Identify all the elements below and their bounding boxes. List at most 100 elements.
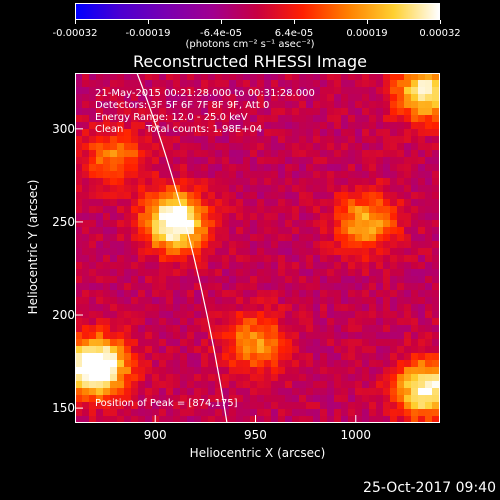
heatmap-cell xyxy=(320,213,327,220)
heatmap-cell xyxy=(355,206,362,213)
heatmap-cell xyxy=(292,276,299,283)
heatmap-cell xyxy=(110,234,117,241)
heatmap-cell xyxy=(194,178,201,185)
heatmap-cell xyxy=(201,276,208,283)
heatmap-cell xyxy=(215,374,222,381)
heatmap-cell xyxy=(145,360,152,367)
heatmap-cell xyxy=(117,374,124,381)
heatmap-cell xyxy=(362,402,369,409)
heatmap-cell xyxy=(208,101,215,108)
heatmap-cell xyxy=(82,136,89,143)
heatmap-cell xyxy=(327,416,334,423)
heatmap-cell xyxy=(75,409,82,416)
heatmap-cell xyxy=(390,122,397,129)
heatmap-cell xyxy=(124,164,131,171)
heatmap-cell xyxy=(208,346,215,353)
heatmap-cell xyxy=(390,290,397,297)
heatmap-cell xyxy=(152,87,159,94)
heatmap-cell xyxy=(369,360,376,367)
heatmap-cell xyxy=(166,388,173,395)
heatmap-cell xyxy=(75,129,82,136)
heatmap-cell xyxy=(397,409,404,416)
heatmap-cell xyxy=(229,80,236,87)
heatmap-cell xyxy=(82,115,89,122)
heatmap-cell xyxy=(236,73,243,80)
heatmap-cell xyxy=(187,171,194,178)
heatmap-cell xyxy=(145,269,152,276)
heatmap-cell xyxy=(355,143,362,150)
heatmap-cell xyxy=(89,255,96,262)
heatmap-cell xyxy=(425,136,432,143)
heatmap-cell xyxy=(229,136,236,143)
heatmap-cell xyxy=(131,129,138,136)
heatmap-cell xyxy=(334,150,341,157)
heatmap-cell xyxy=(243,241,250,248)
heatmap-cell xyxy=(278,206,285,213)
heatmap-cell xyxy=(208,241,215,248)
heatmap-cell xyxy=(117,360,124,367)
heatmap-cell xyxy=(117,178,124,185)
heatmap-cell xyxy=(117,213,124,220)
heatmap-cell xyxy=(173,171,180,178)
heatmap-cell xyxy=(355,374,362,381)
heatmap-cell xyxy=(145,402,152,409)
heatmap-cell xyxy=(264,262,271,269)
heatmap-cell xyxy=(285,283,292,290)
heatmap-cell xyxy=(89,241,96,248)
heatmap-cell xyxy=(264,171,271,178)
heatmap-cell xyxy=(152,388,159,395)
heatmap-cell xyxy=(257,339,264,346)
heatmap-cell xyxy=(208,143,215,150)
heatmap-cell xyxy=(306,290,313,297)
heatmap-cell xyxy=(166,101,173,108)
heatmap-cell xyxy=(271,115,278,122)
colorbar-tick-mark xyxy=(147,20,149,24)
heatmap-cell xyxy=(257,297,264,304)
heatmap-cell xyxy=(96,374,103,381)
heatmap-cell xyxy=(327,143,334,150)
heatmap-cell xyxy=(173,150,180,157)
heatmap-cell xyxy=(341,171,348,178)
heatmap-cell xyxy=(110,332,117,339)
heatmap-cell xyxy=(159,304,166,311)
heatmap-cell xyxy=(313,248,320,255)
heatmap-cell xyxy=(236,388,243,395)
heatmap-cell xyxy=(194,171,201,178)
heatmap-cell xyxy=(250,115,257,122)
heatmap-cell xyxy=(152,381,159,388)
heatmap-cell xyxy=(425,360,432,367)
heatmap-cell xyxy=(215,276,222,283)
heatmap-cell xyxy=(103,192,110,199)
heatmap-cell xyxy=(131,353,138,360)
heatmap-cell xyxy=(75,276,82,283)
heatmap-cell xyxy=(215,206,222,213)
heatmap-cell xyxy=(257,108,264,115)
heatmap-cell xyxy=(376,227,383,234)
heatmap-cell xyxy=(257,178,264,185)
heatmap-cell xyxy=(383,150,390,157)
heatmap-cell xyxy=(159,381,166,388)
heatmap-cell xyxy=(390,136,397,143)
heatmap-cell xyxy=(124,395,131,402)
heatmap-cell xyxy=(355,80,362,87)
heatmap-cell xyxy=(138,185,145,192)
heatmap-cell xyxy=(327,227,334,234)
heatmap-cell xyxy=(285,213,292,220)
heatmap-cell xyxy=(110,136,117,143)
heatmap-cell xyxy=(334,234,341,241)
heatmap-cell xyxy=(222,185,229,192)
heatmap-cell xyxy=(194,255,201,262)
heatmap-cell xyxy=(229,227,236,234)
heatmap-cell xyxy=(222,192,229,199)
heatmap-cell xyxy=(369,94,376,101)
heatmap-cell xyxy=(152,136,159,143)
y-axis-label: Heliocentric Y (arcsec) xyxy=(26,179,40,315)
heatmap-cell xyxy=(187,374,194,381)
heatmap-cell xyxy=(425,402,432,409)
heatmap-cell xyxy=(397,353,404,360)
heatmap-cell xyxy=(159,297,166,304)
heatmap-cell xyxy=(313,241,320,248)
heatmap-cell xyxy=(243,262,250,269)
heatmap-cell xyxy=(278,73,285,80)
heatmap-cell xyxy=(264,276,271,283)
